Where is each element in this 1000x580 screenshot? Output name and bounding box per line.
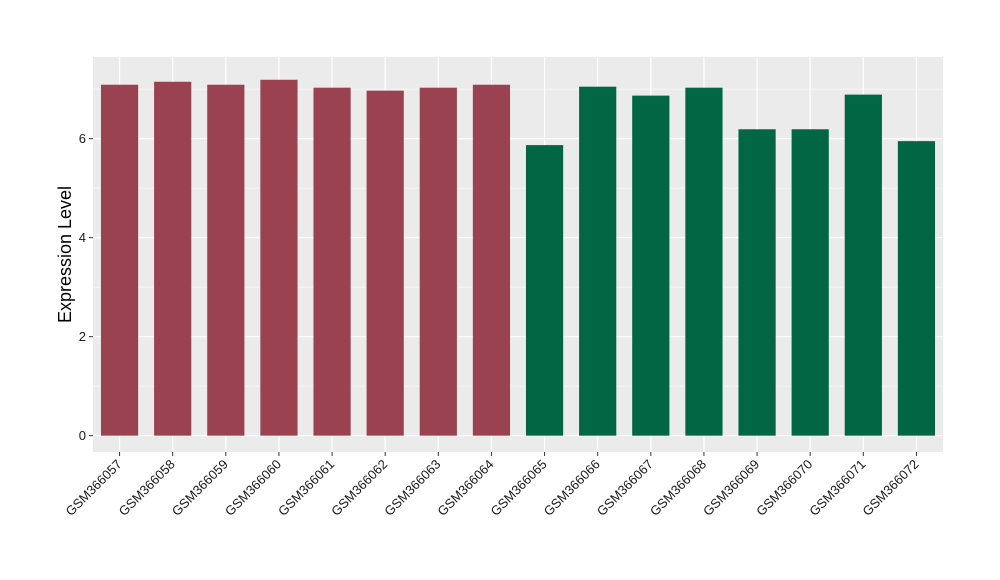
bar-gsm366069 <box>738 129 776 436</box>
y-tick-label: 4 <box>79 230 86 245</box>
bar-gsm366062 <box>366 90 404 436</box>
x-tick-label: GSM366067 <box>594 457 656 519</box>
bar-gsm366063 <box>419 87 457 436</box>
x-tick-label: GSM366070 <box>753 457 815 519</box>
bar-gsm366060 <box>260 79 298 436</box>
y-tick-label: 2 <box>79 329 86 344</box>
x-tick-label: GSM366063 <box>381 457 443 519</box>
x-tick-label: GSM366072 <box>859 457 921 519</box>
bar-gsm366065 <box>525 145 564 436</box>
bar-gsm366067 <box>632 95 670 436</box>
x-tick-label: GSM366060 <box>222 457 284 519</box>
x-tick-label: GSM366066 <box>541 457 603 519</box>
x-axis: GSM366057GSM366058GSM366059GSM366060GSM3… <box>62 452 922 519</box>
x-tick-label: GSM366069 <box>700 457 762 519</box>
x-tick-label: GSM366068 <box>647 457 709 519</box>
x-tick-label: GSM366062 <box>328 457 390 519</box>
y-tick-label: 6 <box>79 131 86 146</box>
y-axis: 0 2 4 6 <box>79 131 93 443</box>
x-tick-label: GSM366057 <box>62 457 124 519</box>
bar-gsm366072 <box>897 141 936 436</box>
bar-gsm366061 <box>313 87 351 436</box>
bar-gsm366059 <box>207 84 245 436</box>
bar-gsm366064 <box>472 84 511 436</box>
x-tick-label: GSM366071 <box>806 457 868 519</box>
bars <box>100 79 936 436</box>
x-tick-label: GSM366065 <box>487 457 549 519</box>
x-tick-label: GSM366058 <box>116 457 178 519</box>
x-tick-label: GSM366064 <box>434 457 496 519</box>
bar-gsm366070 <box>791 129 829 436</box>
bar-gsm366066 <box>579 86 617 436</box>
y-tick-label: 0 <box>79 428 86 443</box>
bar-gsm366068 <box>685 87 723 436</box>
y-axis-title: Expression Level <box>55 186 75 323</box>
bar-gsm366071 <box>844 94 882 436</box>
x-tick-label: GSM366059 <box>169 457 231 519</box>
bar-gsm366058 <box>154 81 192 436</box>
x-tick-label: GSM366061 <box>275 457 337 519</box>
bar-gsm366057 <box>100 84 139 436</box>
